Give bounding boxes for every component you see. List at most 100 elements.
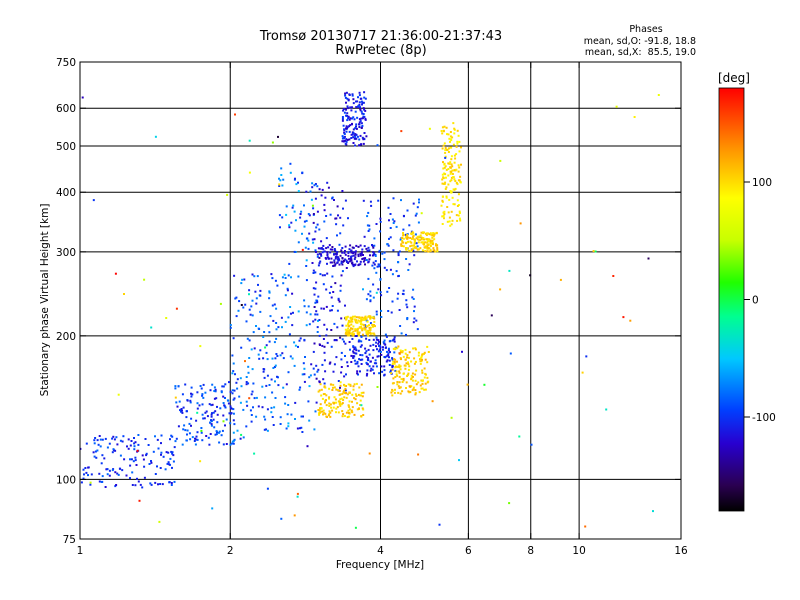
scatter-point bbox=[456, 129, 459, 132]
scatter-point bbox=[357, 331, 360, 334]
scatter-point bbox=[357, 245, 360, 248]
scatter-point bbox=[421, 241, 424, 244]
scatter-point bbox=[302, 415, 304, 418]
scatter-point bbox=[391, 300, 394, 303]
scatter-point bbox=[311, 262, 314, 264]
y-tick-label: 750 bbox=[56, 57, 76, 69]
scatter-point bbox=[391, 362, 394, 365]
scatter-point bbox=[221, 429, 224, 432]
scatter-point bbox=[257, 405, 260, 408]
scatter-point bbox=[87, 466, 90, 469]
scatter-point bbox=[264, 396, 267, 399]
scatter-point bbox=[605, 408, 608, 411]
scatter-point bbox=[329, 309, 332, 312]
scatter-point bbox=[388, 287, 391, 289]
scatter-point bbox=[397, 254, 400, 257]
scatter-point bbox=[216, 421, 219, 424]
scatter-point bbox=[413, 244, 416, 247]
scatter-point bbox=[367, 348, 370, 351]
scatter-point bbox=[136, 477, 138, 480]
scatter-point bbox=[451, 165, 454, 168]
scatter-point bbox=[219, 407, 222, 410]
scatter-point bbox=[248, 289, 251, 292]
scatter-point bbox=[416, 206, 419, 209]
scatter-point bbox=[259, 349, 262, 352]
scatter-point bbox=[457, 214, 460, 217]
scatter-point bbox=[377, 199, 380, 202]
scatter-point bbox=[444, 156, 447, 159]
scatter-point bbox=[348, 341, 351, 343]
scatter-point bbox=[416, 328, 419, 331]
scatter-point bbox=[389, 351, 391, 354]
scatter-point bbox=[275, 337, 278, 340]
scatter-point bbox=[400, 243, 403, 246]
scatter-point bbox=[388, 364, 391, 366]
scatter-point bbox=[351, 106, 353, 109]
scatter-point bbox=[343, 251, 346, 254]
scatter-point bbox=[455, 214, 458, 217]
scatter-point bbox=[373, 317, 376, 320]
scatter-point bbox=[322, 283, 325, 286]
scatter-point bbox=[240, 304, 243, 306]
scatter-point bbox=[175, 307, 178, 310]
scatter-point bbox=[262, 368, 265, 370]
scatter-point bbox=[348, 392, 351, 394]
scatter-point bbox=[344, 258, 347, 261]
scatter-point bbox=[171, 451, 174, 454]
scatter-point bbox=[406, 317, 409, 319]
scatter-point bbox=[121, 440, 124, 443]
scatter-point bbox=[142, 458, 145, 461]
scatter-point bbox=[319, 383, 322, 386]
scatter-point bbox=[255, 325, 257, 327]
scatter-point bbox=[431, 400, 434, 403]
scatter-point bbox=[375, 223, 378, 225]
scatter-point bbox=[428, 238, 431, 241]
scatter-point bbox=[358, 123, 360, 126]
scatter-point bbox=[294, 177, 296, 180]
scatter-point bbox=[348, 334, 350, 337]
scatter-point bbox=[115, 436, 118, 439]
scatter-point bbox=[416, 248, 419, 251]
scatter-point bbox=[349, 117, 352, 120]
scatter-point bbox=[259, 289, 262, 292]
scatter-point bbox=[352, 252, 355, 255]
scatter-point bbox=[402, 377, 405, 380]
scatter-point bbox=[174, 440, 177, 443]
scatter-point bbox=[339, 398, 342, 401]
scatter-point bbox=[190, 417, 193, 420]
scatter-point bbox=[204, 411, 207, 414]
scatter-point bbox=[322, 413, 324, 416]
scatter-point bbox=[270, 378, 273, 381]
scatter-point bbox=[335, 388, 338, 391]
scatter-point bbox=[103, 457, 106, 460]
scatter-point bbox=[266, 374, 269, 377]
scatter-point bbox=[352, 355, 355, 358]
scatter-point bbox=[287, 274, 290, 277]
scatter-point bbox=[451, 173, 454, 175]
scatter-point bbox=[303, 338, 306, 341]
scatter-point bbox=[105, 468, 108, 471]
scatter-point bbox=[341, 135, 344, 138]
scatter-point bbox=[330, 329, 333, 331]
scatter-point bbox=[361, 323, 364, 326]
scatter-point bbox=[319, 410, 322, 413]
scatter-point bbox=[442, 177, 445, 180]
scatter-point bbox=[361, 124, 364, 127]
scatter-point bbox=[361, 101, 364, 104]
scatter-point bbox=[351, 123, 353, 126]
scatter-point bbox=[312, 350, 315, 353]
scatter-point bbox=[344, 253, 347, 256]
scatter-point bbox=[372, 332, 375, 335]
scatter-point bbox=[457, 164, 460, 167]
scatter-point bbox=[325, 399, 327, 402]
scatter-point bbox=[291, 292, 294, 295]
scatter-point bbox=[456, 140, 459, 143]
scatter-point bbox=[390, 391, 393, 394]
scatter-point bbox=[343, 415, 346, 417]
scatter-point bbox=[93, 442, 96, 445]
scatter-point bbox=[406, 237, 409, 240]
scatter-point bbox=[373, 263, 376, 266]
scatter-point bbox=[385, 360, 388, 363]
scatter-point bbox=[311, 186, 314, 189]
scatter-point bbox=[325, 394, 328, 397]
